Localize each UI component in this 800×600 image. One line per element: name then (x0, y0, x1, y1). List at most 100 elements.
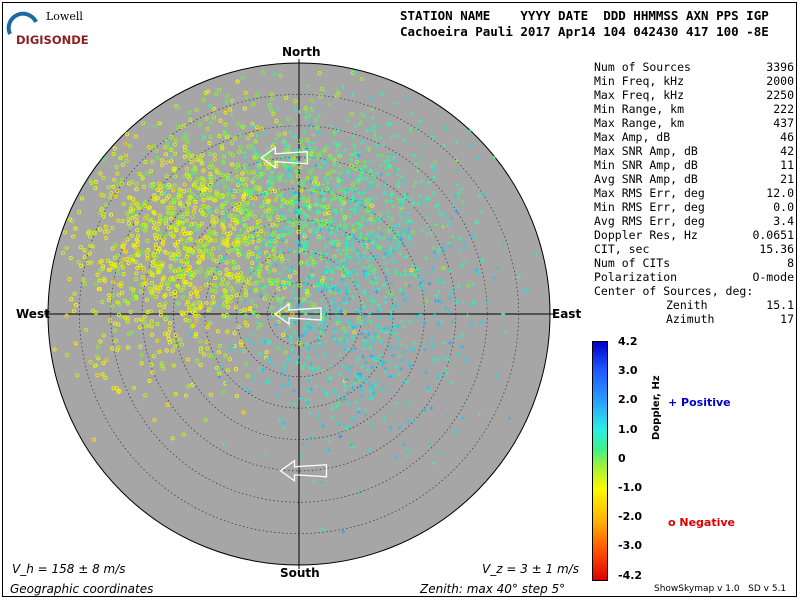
negative-source-point (158, 286, 163, 291)
negative-source-point (299, 188, 304, 193)
positive-source-point (301, 183, 306, 188)
stat-label: Avg SNR Amp, dB (594, 172, 698, 186)
negative-source-point (208, 152, 213, 157)
negative-source-point (332, 158, 337, 163)
negative-source-point (97, 286, 102, 292)
positive-source-point (283, 214, 287, 219)
negative-source-point (189, 275, 194, 280)
negative-source-point (264, 161, 269, 166)
positive-source-point (346, 318, 350, 323)
negative-source-point (251, 102, 256, 107)
negative-source-point (95, 272, 100, 277)
negative-source-point (154, 148, 159, 153)
positive-source-point (382, 251, 387, 256)
positive-source-point (357, 222, 362, 227)
negative-source-point (273, 197, 278, 203)
negative-source-point (166, 286, 171, 291)
negative-source-point (243, 90, 248, 95)
positive-source-point (359, 311, 364, 316)
negative-source-point (125, 299, 130, 305)
negative-source-point (193, 334, 198, 339)
positive-source-point (343, 329, 348, 334)
negative-source-point (214, 284, 219, 289)
positive-source-point (335, 248, 340, 253)
negative-source-point (67, 277, 72, 282)
positive-source-point (341, 264, 346, 269)
positive-source-point (331, 240, 336, 245)
positive-source-point (364, 209, 369, 214)
negative-source-point (226, 304, 231, 309)
positive-source-point (297, 245, 302, 250)
negative-source-point (262, 199, 267, 204)
positive-source-point (438, 373, 443, 378)
positive-source-point (262, 285, 267, 290)
negative-source-point (116, 271, 121, 276)
negative-source-point (224, 173, 229, 178)
positive-source-point (368, 168, 373, 173)
positive-source-point (215, 182, 220, 187)
label-west: West (16, 307, 50, 321)
negative-source-point (312, 180, 317, 185)
positive-source-point (343, 301, 348, 306)
positive-source-point (224, 99, 229, 104)
negative-source-point (234, 293, 239, 298)
positive-source-point (374, 137, 378, 142)
negative-source-point (184, 393, 189, 398)
positive-source-point (348, 201, 353, 206)
negative-source-point (164, 196, 169, 201)
negative-source-point (220, 210, 225, 215)
positive-source-point (293, 210, 298, 215)
negative-source-point (200, 252, 206, 257)
negative-source-point (177, 267, 182, 272)
positive-source-point (370, 240, 375, 245)
negative-source-point (325, 171, 330, 176)
positive-source-point (426, 196, 431, 201)
positive-source-point (338, 434, 343, 439)
negative-source-point (221, 389, 226, 394)
positive-source-point (525, 287, 530, 292)
negative-source-point (183, 258, 188, 263)
positive-source-point (391, 204, 396, 209)
positive-source-point (304, 110, 309, 115)
negative-source-point (240, 75, 245, 80)
positive-source-point (389, 281, 394, 286)
negative-source-point (223, 122, 228, 127)
negative-source-point (89, 181, 94, 186)
positive-source-point (356, 237, 361, 242)
negative-source-point (129, 286, 134, 291)
negative-source-point (95, 344, 100, 350)
positive-source-point (275, 106, 280, 111)
positive-source-point (278, 250, 283, 254)
positive-source-point (284, 166, 289, 171)
positive-source-point (375, 170, 380, 175)
positive-source-point (328, 376, 332, 381)
positive-source-point (266, 185, 271, 190)
negative-source-point (113, 243, 118, 248)
positive-source-point (297, 202, 302, 207)
positive-source-point (422, 347, 427, 352)
positive-source-point (352, 206, 357, 211)
negative-source-point (117, 302, 122, 307)
positive-source-point (303, 332, 307, 336)
positive-source-point (413, 180, 418, 185)
negative-source-point (114, 386, 120, 391)
colorbar-tick-label: -4.2 (618, 568, 643, 582)
negative-source-point (155, 338, 160, 343)
negative-source-point (264, 250, 269, 255)
positive-source-point (397, 222, 402, 227)
positive-source-point (368, 345, 373, 350)
negative-source-point (206, 254, 211, 259)
positive-source-point (258, 352, 263, 357)
negative-source-point (166, 194, 171, 199)
positive-source-point (342, 256, 347, 261)
positive-source-point (271, 180, 276, 185)
negative-source-point (185, 267, 190, 273)
stat-label: Max Range, km (594, 116, 685, 130)
positive-source-point (393, 159, 397, 164)
positive-source-point (404, 95, 409, 100)
positive-source-point (308, 322, 313, 327)
positive-source-point (424, 256, 429, 261)
negative-source-point (170, 231, 175, 236)
negative-source-point (210, 294, 216, 300)
